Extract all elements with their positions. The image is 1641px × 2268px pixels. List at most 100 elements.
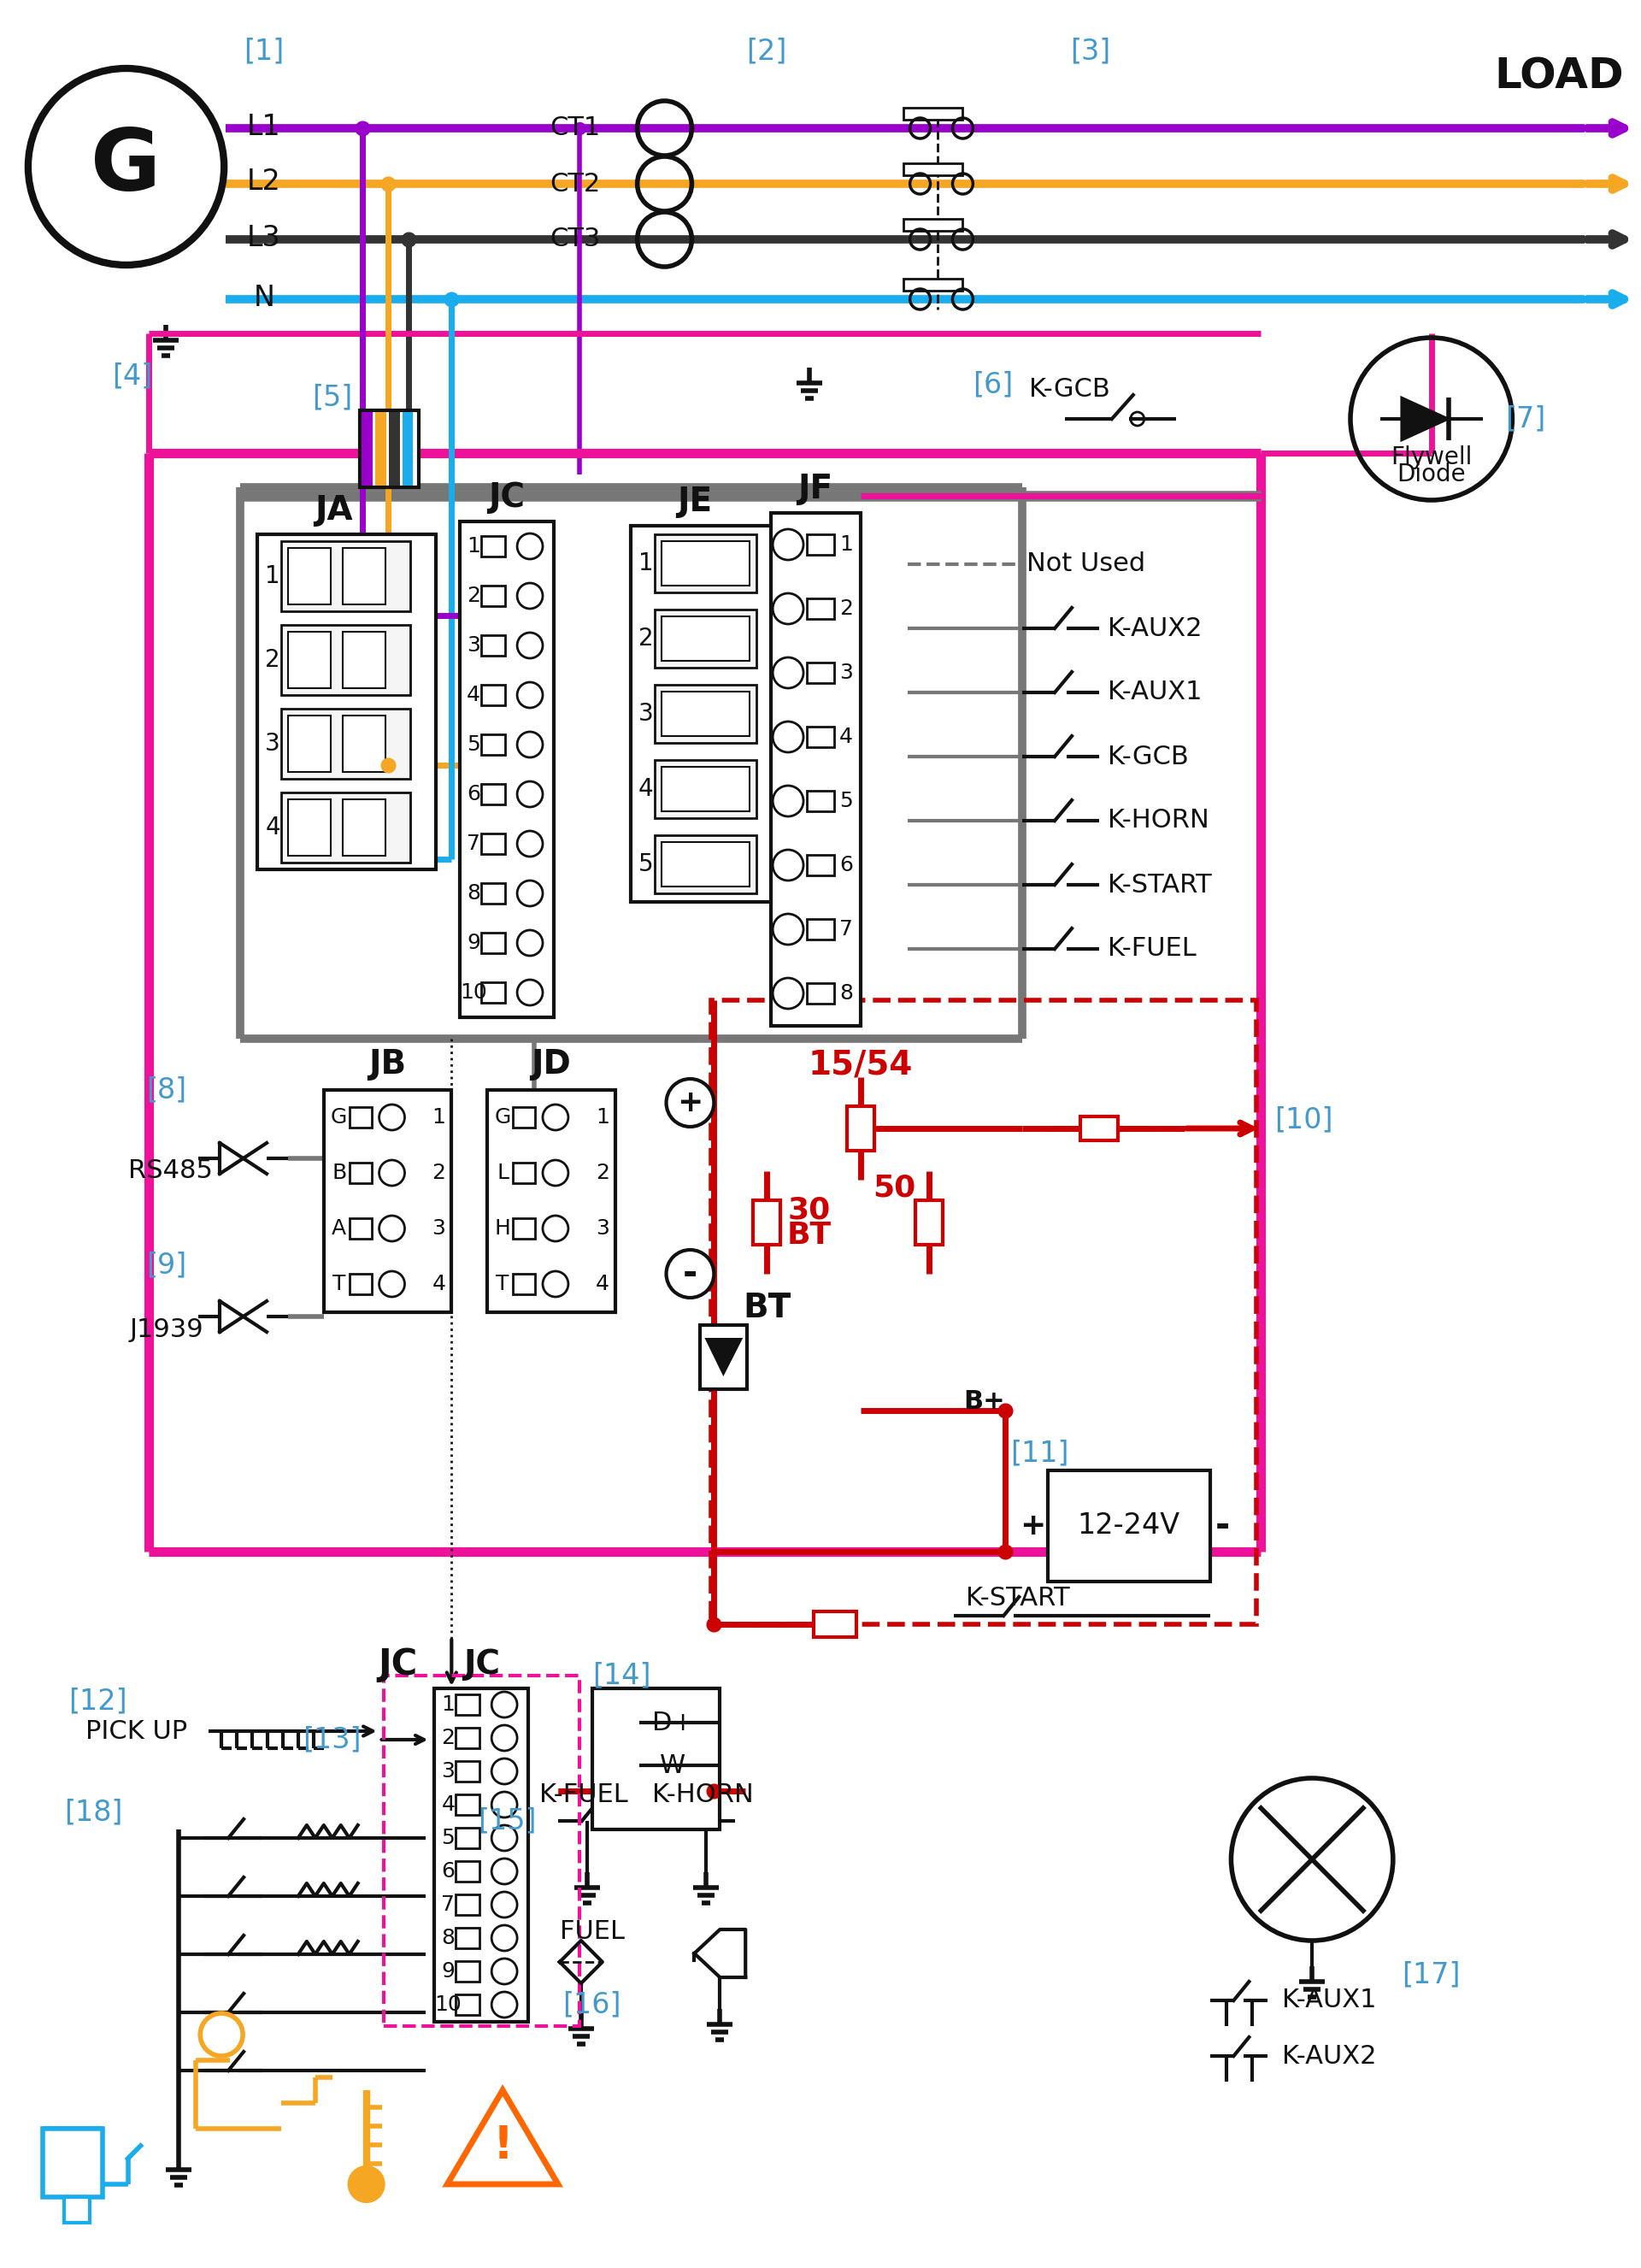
Text: 2: 2 [596,1163,609,1184]
Text: [10]: [10] [1275,1107,1332,1134]
Bar [903,218,963,231]
Bar [287,549,330,603]
Bar [481,835,505,855]
Text: 6: 6 [441,1862,455,1882]
Bar [655,685,757,744]
Text: FUEL: FUEL [560,1919,625,1944]
Text: L1: L1 [248,113,281,141]
Bar [456,1760,479,1783]
Text: 2: 2 [266,649,281,671]
Bar [1049,1470,1209,1581]
Bar [287,633,330,687]
Bar [847,1107,875,1150]
Text: B+: B+ [963,1390,1004,1415]
Bar [323,1091,451,1313]
Text: [18]: [18] [64,1799,123,1826]
Text: 6: 6 [839,855,853,875]
Bar [456,1928,479,1948]
Bar [287,798,330,855]
Bar [350,1107,371,1127]
Bar [514,1163,535,1184]
Text: 1: 1 [638,551,653,576]
Text: 5: 5 [839,792,853,812]
Text: 4: 4 [468,685,481,705]
Bar [514,1218,535,1238]
Text: 4: 4 [441,1794,455,1814]
Text: T: T [496,1275,509,1295]
Text: K-AUX1: K-AUX1 [1108,680,1201,705]
Text: Not Used: Not Used [1027,551,1145,576]
Text: D+: D+ [651,1710,694,1735]
Bar [361,413,373,485]
Text: 3: 3 [441,1760,455,1783]
Bar [712,1000,1257,1624]
Text: [12]: [12] [69,1687,128,1715]
Circle shape [666,1080,714,1127]
Text: K-START: K-START [967,1585,1070,1610]
Text: G: G [494,1107,510,1127]
Text: K-HORN: K-HORN [651,1783,753,1808]
Bar [281,792,410,862]
Text: 1: 1 [441,1694,455,1715]
Text: 2: 2 [638,626,653,651]
Text: +: + [1019,1510,1045,1540]
Text: BT: BT [788,1220,832,1250]
Polygon shape [704,1338,743,1377]
Bar [903,279,963,290]
Text: 3: 3 [266,733,281,755]
Text: JF: JF [798,472,834,506]
Text: 4: 4 [432,1275,446,1295]
Bar [481,635,505,655]
Text: JC: JC [463,1649,501,1681]
Bar [481,585,505,606]
Bar [630,526,779,903]
Text: 1: 1 [839,535,853,556]
Text: 2: 2 [839,599,853,619]
Text: JC: JC [377,1647,417,1683]
Bar [481,982,505,1002]
Text: 3: 3 [596,1218,609,1238]
Text: 5: 5 [468,735,481,755]
Text: 5: 5 [638,853,653,875]
Polygon shape [1401,397,1449,440]
Bar [916,1200,942,1245]
Text: RS485: RS485 [128,1159,213,1184]
Text: [5]: [5] [312,383,353,411]
Text: 10: 10 [459,982,487,1002]
Text: -: - [1216,1508,1231,1545]
Bar [281,708,410,778]
Bar [655,535,757,592]
Text: [1]: [1] [245,36,284,66]
Text: 10: 10 [435,1994,461,2014]
Text: 7: 7 [839,919,853,939]
Text: 3: 3 [432,1218,446,1238]
Text: LOAD: LOAD [1495,57,1625,98]
Bar [592,1687,720,1830]
Text: K-AUX1: K-AUX1 [1282,1989,1377,2012]
Bar [655,835,757,894]
Text: L2: L2 [248,168,281,197]
Bar [343,549,386,603]
Text: K-GCB: K-GCB [1029,376,1109,401]
Text: B: B [331,1163,346,1184]
Circle shape [28,68,225,265]
Circle shape [350,2168,384,2202]
Text: JB: JB [369,1048,407,1080]
Bar [456,1962,479,1982]
Text: K-AUX2: K-AUX2 [1108,617,1201,642]
Text: 1: 1 [432,1107,446,1127]
Text: 9: 9 [441,1962,455,1982]
Bar [287,714,330,771]
Bar [807,982,834,1005]
Bar [350,1218,371,1238]
Text: +: + [678,1089,702,1118]
Bar [281,542,410,612]
Text: T: T [333,1275,346,1295]
Text: [15]: [15] [478,1808,537,1835]
Text: 2: 2 [468,585,481,606]
Circle shape [666,1250,714,1297]
Text: L: L [497,1163,509,1184]
Bar [343,633,386,687]
Text: K-START: K-START [1108,873,1211,898]
Bar [661,617,750,660]
